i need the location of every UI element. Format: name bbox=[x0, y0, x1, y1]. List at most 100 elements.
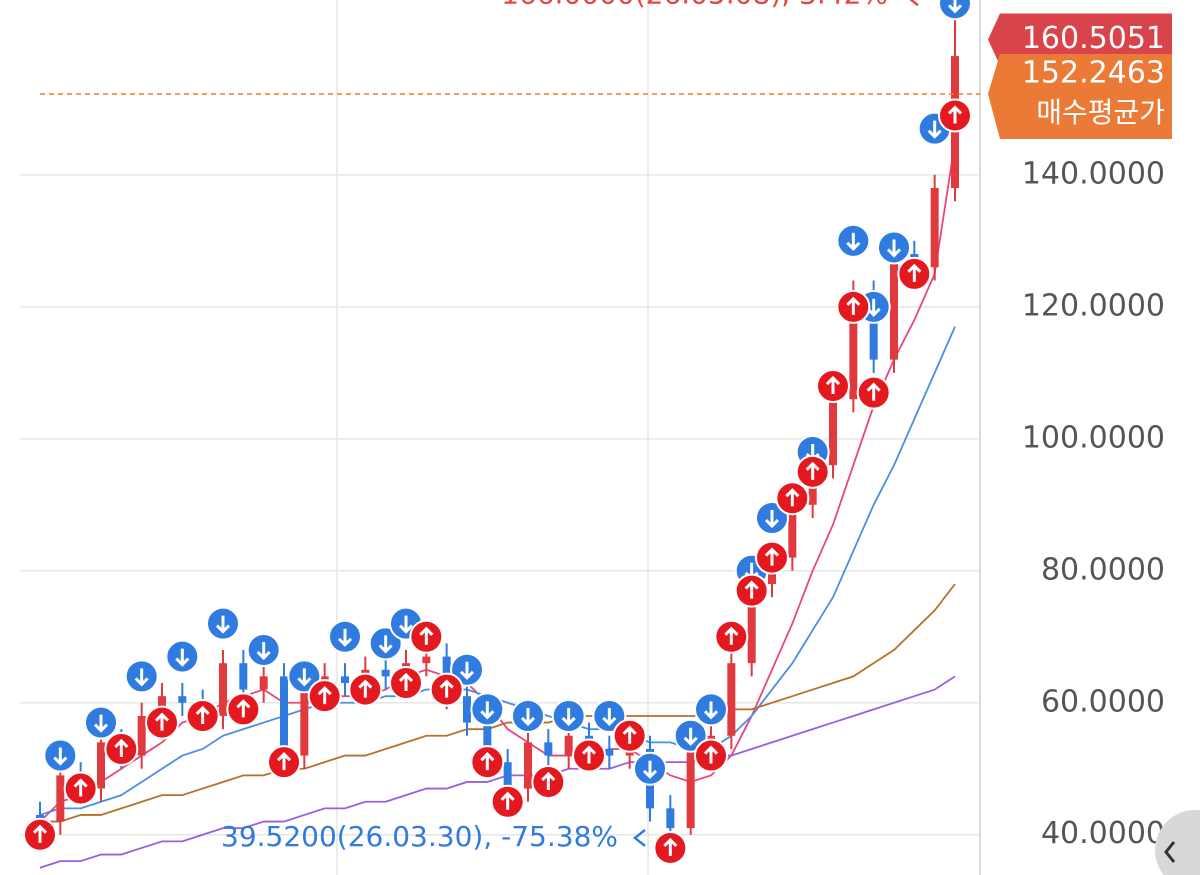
y-tick-label: 60.0000 bbox=[1041, 684, 1165, 719]
marker-arrow bbox=[114, 738, 129, 757]
sell-marker bbox=[206, 606, 240, 641]
candle-body bbox=[849, 293, 858, 400]
marker-arrow bbox=[602, 707, 617, 727]
candle-body bbox=[483, 722, 492, 763]
max-label: 166.0000(26.05.08), 3.42% bbox=[501, 0, 888, 10]
sell-marker bbox=[938, 0, 972, 21]
sell-marker bbox=[328, 619, 362, 654]
buy-marker bbox=[612, 718, 647, 753]
candle-body bbox=[422, 656, 431, 664]
marker-arrow bbox=[724, 626, 739, 645]
marker-arrow bbox=[866, 382, 881, 401]
sell-marker bbox=[470, 692, 505, 727]
marker-arrow bbox=[459, 661, 475, 680]
candle-body bbox=[524, 742, 532, 789]
candle-body bbox=[788, 504, 797, 558]
buy-marker bbox=[145, 705, 179, 740]
marker-arrow bbox=[764, 547, 780, 566]
marker-arrow bbox=[846, 232, 861, 251]
marker-arrow bbox=[53, 747, 68, 766]
buy-marker bbox=[856, 375, 891, 410]
marker-arrow bbox=[581, 745, 597, 764]
sell-marker bbox=[43, 738, 78, 773]
sell-marker bbox=[246, 632, 281, 667]
marker-arrow bbox=[73, 778, 88, 797]
marker-arrow bbox=[195, 705, 210, 724]
candle-body bbox=[56, 775, 65, 822]
scroll-button[interactable] bbox=[1155, 810, 1200, 875]
candle-body bbox=[137, 715, 146, 756]
marker-arrow bbox=[500, 791, 515, 810]
buy-marker bbox=[348, 672, 383, 707]
ma-line bbox=[39, 675, 956, 869]
y-tick-label: 100.0000 bbox=[1022, 420, 1165, 455]
candle-body bbox=[178, 696, 187, 703]
marker-arrow bbox=[561, 707, 576, 727]
ma-line bbox=[40, 583, 956, 823]
candle-body bbox=[666, 808, 675, 829]
buy-marker bbox=[409, 619, 444, 654]
buy-marker bbox=[23, 817, 57, 852]
candle-body bbox=[747, 583, 756, 664]
candle-body bbox=[97, 742, 105, 789]
marker-arrow bbox=[846, 296, 861, 315]
marker-arrow bbox=[785, 488, 800, 507]
avg-price-box bbox=[988, 54, 1172, 140]
marker-arrow bbox=[703, 745, 719, 764]
marker-arrow bbox=[358, 679, 373, 698]
marker-arrow bbox=[947, 0, 963, 14]
candle-body bbox=[890, 254, 898, 360]
candle-body bbox=[544, 742, 553, 756]
sell-marker bbox=[84, 705, 118, 740]
marker-arrow bbox=[622, 725, 637, 744]
marker-arrow bbox=[276, 752, 292, 771]
sell-marker bbox=[511, 698, 545, 733]
sell-marker bbox=[287, 659, 322, 694]
marker-arrow bbox=[683, 727, 698, 746]
buy-marker bbox=[694, 738, 728, 773]
marker-arrow bbox=[398, 672, 414, 691]
candle-body bbox=[564, 735, 573, 756]
buy-marker bbox=[470, 745, 505, 780]
candle-body bbox=[829, 399, 837, 466]
buy-marker bbox=[775, 481, 810, 516]
avg-price-label: 152.2463 bbox=[1022, 56, 1165, 91]
buy-marker bbox=[389, 665, 423, 700]
y-tick-label: 40.0000 bbox=[1041, 816, 1165, 851]
marker-arrow bbox=[236, 699, 251, 718]
buy-marker bbox=[714, 619, 749, 654]
sell-marker bbox=[592, 698, 627, 733]
avg-price-title: 매수평균가 bbox=[1036, 96, 1165, 129]
marker-arrow bbox=[744, 580, 759, 599]
sell-marker bbox=[165, 639, 200, 674]
min-arrow bbox=[632, 828, 646, 847]
candle-body bbox=[463, 696, 471, 723]
candle-body bbox=[869, 293, 878, 360]
marker-arrow bbox=[480, 752, 495, 771]
buy-marker bbox=[734, 573, 769, 608]
marker-arrow bbox=[805, 461, 820, 480]
buy-marker bbox=[938, 98, 972, 133]
sell-marker bbox=[450, 652, 484, 687]
marker-arrow bbox=[32, 824, 48, 843]
buy-marker bbox=[267, 745, 301, 780]
marker-arrow bbox=[215, 615, 231, 634]
marker-arrow bbox=[703, 701, 719, 720]
buy-marker bbox=[307, 679, 342, 714]
sell-marker bbox=[124, 659, 159, 694]
marker-arrow bbox=[642, 760, 658, 779]
min-label: 39.5200(26.03.30), -75.38% bbox=[221, 820, 618, 853]
candle-body bbox=[381, 669, 390, 677]
marker-arrow bbox=[256, 641, 271, 661]
y-tick-label: 140.0000 bbox=[1022, 156, 1165, 191]
sell-marker bbox=[633, 751, 667, 786]
marker-arrow bbox=[317, 686, 332, 705]
buy-marker bbox=[897, 256, 932, 291]
marker-arrow bbox=[927, 120, 942, 139]
buy-marker bbox=[490, 784, 525, 819]
y-tick-label: 120.0000 bbox=[1022, 288, 1165, 323]
buy-marker bbox=[653, 830, 688, 865]
marker-arrow bbox=[541, 771, 556, 790]
candle-body bbox=[605, 748, 614, 756]
